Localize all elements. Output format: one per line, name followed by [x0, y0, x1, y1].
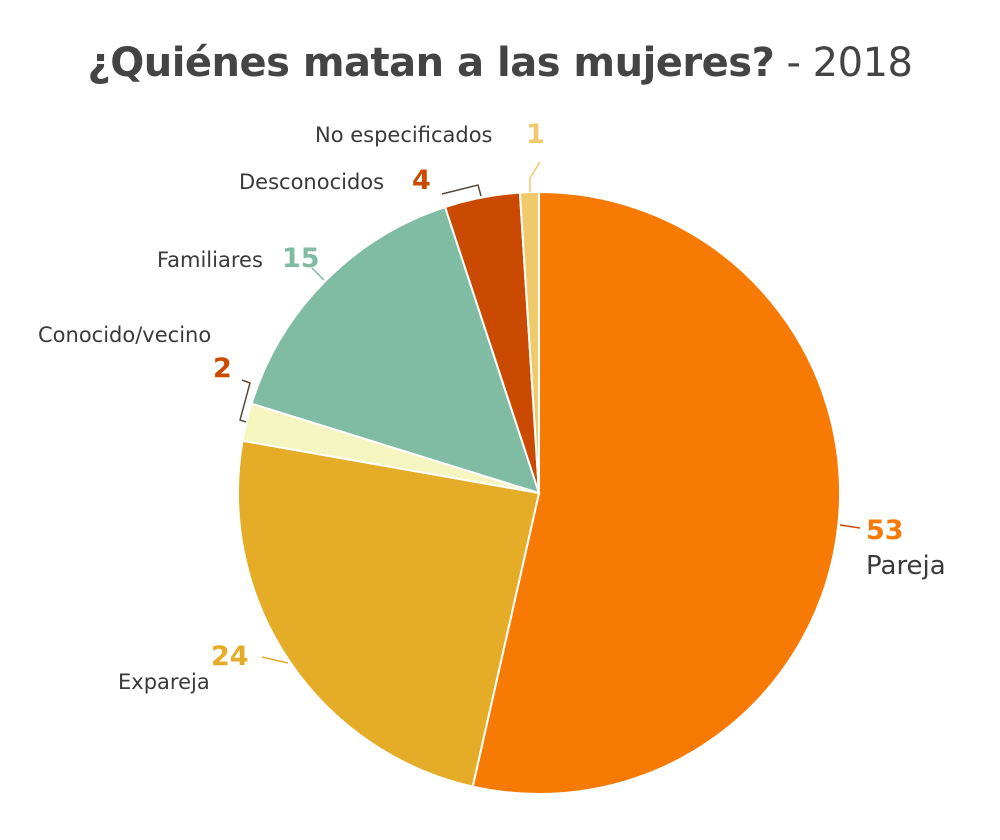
value-pareja: 53: [866, 515, 904, 546]
title-year: - 2018: [786, 40, 913, 86]
leader-familiares: [311, 267, 325, 281]
leader-no-especificados: [529, 161, 541, 192]
leader-expareja: [261, 656, 289, 664]
pie-slice-familiares: [250, 205, 541, 495]
leader-pareja: [839, 524, 861, 529]
value-no-especificados: 1: [526, 119, 545, 150]
label-expareja: Expareja: [118, 670, 210, 694]
value-conocido-vecino: 2: [213, 353, 232, 384]
pie-slice-pareja: [471, 190, 841, 795]
value-desconocidos: 4: [412, 165, 431, 196]
label-conocido-vecino: Conocido/vecino: [38, 323, 212, 347]
chart-title: ¿Quiénes matan a las mujeres? - 2018: [0, 40, 1000, 86]
leader-lines: [239, 161, 861, 664]
pie-slice-expareja: [237, 439, 541, 788]
label-pareja: Pareja: [866, 551, 946, 581]
title-main: ¿Quiénes matan a las mujeres?: [87, 40, 775, 86]
leader-desconocidos: [441, 184, 482, 197]
pie-slice-no-especificados: [518, 190, 540, 494]
label-desconocidos: Desconocidos: [239, 170, 385, 194]
value-expareja: 24: [211, 641, 249, 672]
leader-conocido: [239, 379, 251, 423]
label-familiares: Familiares: [157, 248, 263, 272]
label-no-especificados: No especificados: [315, 123, 493, 147]
value-familiares: 15: [282, 243, 320, 274]
